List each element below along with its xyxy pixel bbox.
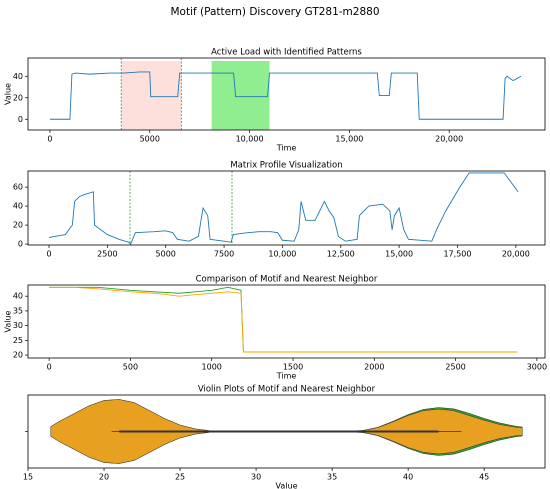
x-tick-label: 20,000	[435, 135, 463, 144]
x-tick-label: 10,000	[236, 135, 264, 144]
plot-frame	[27, 394, 546, 469]
x-tick-label: 0	[47, 135, 52, 144]
y-tick-label: 40	[13, 72, 23, 81]
highlight-span	[121, 61, 182, 130]
data-line	[49, 286, 518, 353]
x-tick-label: 12,500	[327, 250, 355, 259]
figure-title: Motif (Pattern) Discovery GT281-m2880	[170, 6, 379, 18]
x-tick-label: 40	[403, 473, 413, 482]
chart-title: Violin Plots of Motif and Nearest Neighb…	[198, 385, 376, 395]
x-tick-label: 5000	[156, 250, 176, 259]
x-tick-label: 15	[23, 473, 33, 482]
plot-frame	[27, 170, 546, 246]
data-line	[48, 172, 519, 245]
x-tick-label: 0	[46, 250, 51, 259]
data-line	[49, 286, 518, 353]
x-tick-label: 20,000	[502, 250, 530, 259]
y-tick-label: 20	[13, 93, 23, 102]
chart-title: Active Load with Identified Patterns	[211, 48, 362, 58]
x-tick-label: 1500	[283, 363, 303, 372]
y-tick-label: 30	[13, 321, 23, 330]
x-tick-label: 5000	[140, 135, 160, 144]
y-tick-label: 0	[18, 240, 23, 249]
plot-frame	[27, 284, 546, 359]
x-axis-label: Value	[276, 482, 298, 489]
y-tick-label: 0	[18, 115, 23, 124]
x-tick-label: 30	[251, 473, 261, 482]
x-axis-label: Time	[276, 372, 297, 381]
y-tick-label: 35	[13, 306, 23, 315]
x-tick-label: 2500	[445, 363, 465, 372]
x-tick-label: 45	[479, 473, 489, 482]
x-tick-label: 17,500	[443, 250, 471, 259]
x-tick-label: 15,000	[385, 250, 413, 259]
x-tick-label: 0	[47, 363, 52, 372]
x-axis-label: Time	[276, 144, 297, 153]
chart-title: Matrix Profile Visualization	[230, 161, 342, 171]
data-line	[49, 71, 522, 120]
chart-title: Comparison of Motif and Nearest Neighbor	[196, 275, 378, 285]
y-tick-label: 40	[13, 292, 23, 301]
y-tick-label: 60	[13, 183, 23, 192]
x-tick-label: 10,000	[268, 250, 296, 259]
y-tick-label: 40	[13, 202, 23, 211]
y-tick-label: 20	[13, 351, 23, 360]
plot-frame	[27, 57, 546, 131]
highlight-span	[211, 61, 270, 130]
y-tick-label: 25	[13, 336, 23, 345]
x-tick-label: 2500	[97, 250, 117, 259]
y-tick-label: 20	[13, 221, 23, 230]
x-tick-label: 15,000	[335, 135, 363, 144]
x-tick-label: 500	[123, 363, 138, 372]
y-axis-label: Value	[4, 83, 13, 105]
y-axis-label: Value	[4, 310, 13, 332]
x-tick-label: 25	[175, 473, 185, 482]
x-tick-label: 3000	[527, 363, 547, 372]
x-tick-label: 35	[327, 473, 337, 482]
x-tick-label: 20	[99, 473, 109, 482]
x-tick-label: 7500	[214, 250, 234, 259]
x-tick-label: 2000	[364, 363, 384, 372]
x-tick-label: 1000	[202, 363, 222, 372]
